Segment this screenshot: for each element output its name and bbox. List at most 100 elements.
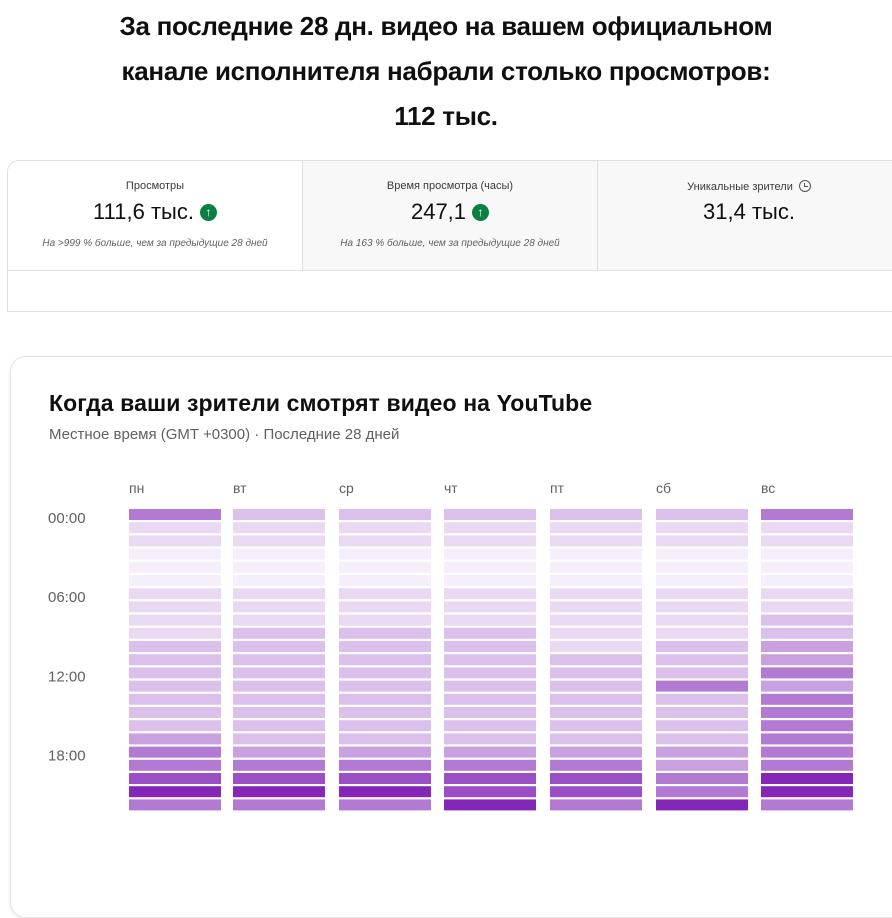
heatmap-cell[interactable] <box>129 720 221 732</box>
heatmap-cell[interactable] <box>444 654 536 666</box>
heatmap-cell[interactable] <box>550 601 642 613</box>
heatmap-cell[interactable] <box>444 522 536 534</box>
heatmap-cell[interactable] <box>550 733 642 745</box>
heatmap-cell[interactable] <box>550 575 642 586</box>
heatmap-cell[interactable] <box>233 509 325 520</box>
heatmap-cell[interactable] <box>233 548 325 560</box>
heatmap-cell[interactable] <box>550 667 642 679</box>
heatmap-cell[interactable] <box>339 720 431 732</box>
heatmap-cell[interactable] <box>656 773 748 784</box>
heatmap-cell[interactable] <box>444 799 536 811</box>
heatmap-cell[interactable] <box>233 786 325 798</box>
heatmap-cell[interactable] <box>761 667 853 679</box>
heatmap-cell[interactable] <box>233 601 325 613</box>
heatmap-cell[interactable] <box>129 601 221 613</box>
heatmap-cell[interactable] <box>339 575 431 586</box>
heatmap-cell[interactable] <box>339 759 431 771</box>
heatmap-cell[interactable] <box>656 641 748 652</box>
heatmap-cell[interactable] <box>339 627 431 639</box>
heatmap-cell[interactable] <box>233 680 325 692</box>
stat-tab-unique-viewers[interactable]: Уникальные зрители 31,4 тыс. <box>598 161 892 271</box>
heatmap-cell[interactable] <box>129 588 221 600</box>
heatmap-cell[interactable] <box>656 799 748 811</box>
heatmap-cell[interactable] <box>550 786 642 798</box>
heatmap-cell[interactable] <box>129 746 221 758</box>
heatmap-cell[interactable] <box>129 509 221 520</box>
heatmap-cell[interactable] <box>233 614 325 626</box>
heatmap-cell[interactable] <box>129 535 221 547</box>
heatmap-cell[interactable] <box>339 799 431 811</box>
heatmap-cell[interactable] <box>761 588 853 600</box>
heatmap-cell[interactable] <box>233 707 325 718</box>
heatmap-cell[interactable] <box>444 746 536 758</box>
heatmap-cell[interactable] <box>656 720 748 732</box>
heatmap-cell[interactable] <box>761 522 853 534</box>
heatmap-cell[interactable] <box>129 786 221 798</box>
heatmap-cell[interactable] <box>761 561 853 573</box>
heatmap-cell[interactable] <box>129 614 221 626</box>
heatmap-cell[interactable] <box>656 693 748 705</box>
heatmap-cell[interactable] <box>444 759 536 771</box>
heatmap-cell[interactable] <box>444 720 536 732</box>
heatmap-cell[interactable] <box>233 522 325 534</box>
heatmap-cell[interactable] <box>656 535 748 547</box>
heatmap-cell[interactable] <box>233 746 325 758</box>
heatmap-cell[interactable] <box>550 522 642 534</box>
heatmap-cell[interactable] <box>761 548 853 560</box>
heatmap-cell[interactable] <box>550 693 642 705</box>
heatmap-cell[interactable] <box>550 759 642 771</box>
heatmap-cell[interactable] <box>656 707 748 718</box>
heatmap-cell[interactable] <box>129 667 221 679</box>
heatmap-cell[interactable] <box>761 627 853 639</box>
heatmap-cell[interactable] <box>233 588 325 600</box>
heatmap-cell[interactable] <box>444 667 536 679</box>
heatmap-cell[interactable] <box>550 654 642 666</box>
heatmap-cell[interactable] <box>339 522 431 534</box>
heatmap-cell[interactable] <box>550 535 642 547</box>
heatmap-cell[interactable] <box>444 680 536 692</box>
heatmap-cell[interactable] <box>339 786 431 798</box>
heatmap-cell[interactable] <box>444 733 536 745</box>
heatmap-cell[interactable] <box>761 707 853 718</box>
heatmap-cell[interactable] <box>339 693 431 705</box>
heatmap-cell[interactable] <box>129 759 221 771</box>
heatmap-cell[interactable] <box>656 601 748 613</box>
heatmap-cell[interactable] <box>761 693 853 705</box>
heatmap-cell[interactable] <box>656 548 748 560</box>
stat-tab-views[interactable]: Просмотры 111,6 тыс. ↑ На >999 % больше, … <box>8 161 303 271</box>
heatmap-cell[interactable] <box>444 535 536 547</box>
heatmap-cell[interactable] <box>233 720 325 732</box>
heatmap-cell[interactable] <box>444 614 536 626</box>
heatmap-cell[interactable] <box>233 641 325 652</box>
heatmap-cell[interactable] <box>339 733 431 745</box>
heatmap-cell[interactable] <box>761 614 853 626</box>
heatmap-cell[interactable] <box>761 746 853 758</box>
heatmap-cell[interactable] <box>233 535 325 547</box>
stat-tab-watch-time[interactable]: Время просмотра (часы) 247,1 ↑ На 163 % б… <box>303 161 598 271</box>
heatmap-cell[interactable] <box>656 575 748 586</box>
heatmap-cell[interactable] <box>339 773 431 784</box>
heatmap-cell[interactable] <box>761 773 853 784</box>
heatmap-cell[interactable] <box>656 588 748 600</box>
heatmap-cell[interactable] <box>550 680 642 692</box>
heatmap-cell[interactable] <box>656 627 748 639</box>
heatmap-cell[interactable] <box>129 641 221 652</box>
heatmap-cell[interactable] <box>339 654 431 666</box>
heatmap-cell[interactable] <box>761 759 853 771</box>
heatmap-cell[interactable] <box>339 614 431 626</box>
heatmap-cell[interactable] <box>339 746 431 758</box>
heatmap-cell[interactable] <box>129 548 221 560</box>
heatmap-cell[interactable] <box>761 535 853 547</box>
heatmap-cell[interactable] <box>550 641 642 652</box>
heatmap-cell[interactable] <box>129 693 221 705</box>
heatmap-cell[interactable] <box>233 799 325 811</box>
heatmap-cell[interactable] <box>233 667 325 679</box>
heatmap-cell[interactable] <box>339 548 431 560</box>
heatmap-cell[interactable] <box>656 509 748 520</box>
heatmap-cell[interactable] <box>129 575 221 586</box>
heatmap-cell[interactable] <box>656 522 748 534</box>
heatmap-cell[interactable] <box>444 509 536 520</box>
heatmap-cell[interactable] <box>444 707 536 718</box>
heatmap-cell[interactable] <box>761 641 853 652</box>
heatmap-cell[interactable] <box>656 680 748 692</box>
